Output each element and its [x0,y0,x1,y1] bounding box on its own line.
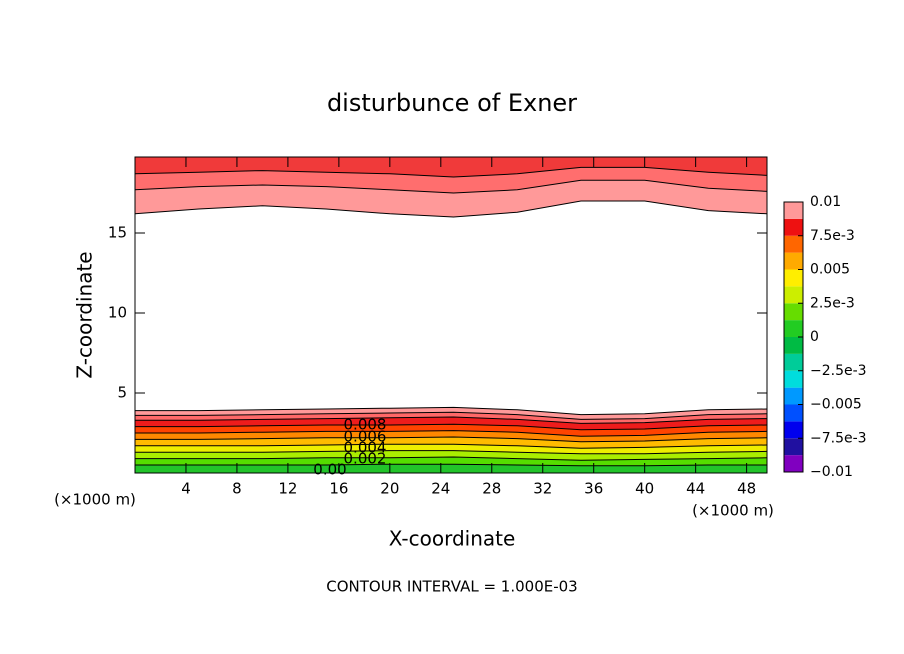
colorbar-band [784,438,803,456]
colorbar-band [784,421,803,439]
colorbar-band [784,303,803,321]
contour-line [135,406,768,416]
colorbar-tick-label: 2.5e-3 [810,295,855,311]
x-tick-label: 4 [181,480,191,498]
colorbar-band [784,404,803,422]
colorbar-tick-label: 0 [810,329,819,345]
contour-line [134,179,768,194]
x-tick-label: 28 [482,480,501,498]
x-tick-label: 8 [232,480,242,498]
contour-line [135,411,768,420]
contour-label: 0.004 [344,439,387,457]
y-tick-label: 10 [108,304,127,322]
colorbar-band [784,235,803,253]
x-tick-label: 32 [533,480,552,498]
colorbar-band [784,202,803,219]
x-tick-label: 36 [584,480,603,498]
colorbar-band [784,387,803,405]
colorbar-tick-label: −0.005 [810,397,862,413]
contour-label: 0.00 [313,461,346,479]
y-tick-label: 5 [117,384,127,402]
contour-fill [135,464,767,473]
colorbar-tick-label: −0.01 [810,464,853,480]
y-tick-label: 15 [108,224,127,242]
colorbar-band [784,269,803,287]
x-tick-label: 12 [278,480,297,498]
colorbar-tick-label: −7.5e-3 [810,430,867,446]
contour-fill [135,157,767,177]
colorbar-band [784,337,803,354]
x-tick-label: 44 [686,480,705,498]
contour-line [135,436,768,443]
x-tick-label: 48 [737,480,756,498]
colorbar-band [784,252,803,270]
contour-line [135,430,768,437]
colorbar-tick-label: −2.5e-3 [810,363,867,379]
contour-line [135,450,768,455]
colorbar-band [784,370,803,388]
colorbar-tick-label: 0.005 [810,262,850,278]
contour-line [134,166,768,178]
colorbar-band [784,218,803,236]
colorbar-band [784,320,803,337]
colorbar-tick-label: 7.5e-3 [810,228,855,244]
x-tick-label: 24 [431,480,450,498]
contour-line [135,416,768,424]
contour-label: 0.008 [344,416,387,434]
contour-line [135,463,767,467]
chart-title: disturbunce of Exner [327,89,577,117]
contour-label: 0.002 [344,450,387,468]
colorbar-band [784,286,803,304]
contour-line [135,443,768,449]
colorbar-band [784,455,803,472]
colorbar-band [784,353,803,371]
y-axis-label: Z-coordinate [73,251,97,378]
colorbar-tick-label: 0.01 [810,194,841,210]
x-axis-label: X-coordinate [389,527,516,551]
x-unit-label: (×1000 m) [692,502,774,520]
plot-frame [134,156,768,474]
contour-line [134,200,768,218]
contour-label: 0.006 [344,428,387,446]
contour-line [135,456,768,461]
contour-line [135,423,768,431]
x-tick-label: 20 [380,480,399,498]
x-unit-label: (×1000 m) [54,491,136,509]
x-tick-label: 16 [329,480,348,498]
x-tick-label: 40 [635,480,654,498]
footer-note: CONTOUR INTERVAL = 1.000E-03 [326,578,577,596]
